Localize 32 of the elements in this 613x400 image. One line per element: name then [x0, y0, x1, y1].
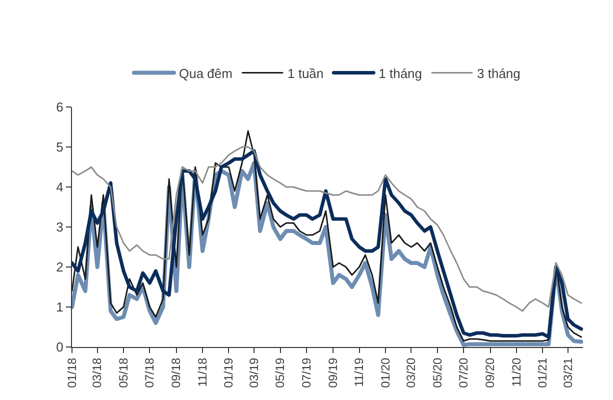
legend-label: 1 tháng	[378, 66, 422, 81]
y-tick-label: 0	[56, 340, 64, 355]
y-tick-label: 6	[56, 100, 64, 115]
line-series	[72, 146, 582, 312]
legend-label: Qua đêm	[179, 66, 232, 81]
x-tick-label: 03/18	[90, 357, 104, 388]
x-tick-label: 01/21	[536, 357, 550, 388]
x-tick-label: 01/18	[64, 357, 79, 388]
y-tick-label: 3	[56, 220, 64, 235]
x-tick-label: 11/20	[509, 357, 524, 387]
x-tick-label: 01/19	[222, 357, 236, 388]
legend-label: 1 tuần	[287, 66, 324, 81]
x-tick-label: 11/18	[195, 357, 210, 387]
x-tick-label: 07/20	[456, 357, 471, 388]
x-tick-label: 07/19	[299, 357, 314, 388]
x-tick-label: 05/19	[273, 357, 288, 388]
y-tick-label: 4	[56, 180, 64, 195]
legend-label: 3 tháng	[477, 66, 520, 81]
y-tick-label: 5	[56, 140, 64, 155]
x-tick-label: 03/20	[404, 357, 418, 388]
x-tick-label: 09/18	[169, 357, 184, 388]
x-tick-label: 03/21	[560, 357, 575, 388]
y-tick-label: 2	[56, 260, 64, 275]
x-tick-label: 03/19	[246, 357, 261, 388]
x-tick-label: 09/20	[483, 357, 498, 388]
x-tick-label: 07/18	[142, 357, 157, 388]
x-tick-label: 05/20	[430, 357, 444, 388]
x-tick-label: 09/19	[326, 357, 340, 388]
x-tick-label: 05/18	[116, 357, 130, 388]
x-tick-label: 11/19	[352, 357, 366, 387]
x-tick-label: 01/20	[378, 357, 392, 388]
y-tick-label: 1	[56, 300, 64, 315]
